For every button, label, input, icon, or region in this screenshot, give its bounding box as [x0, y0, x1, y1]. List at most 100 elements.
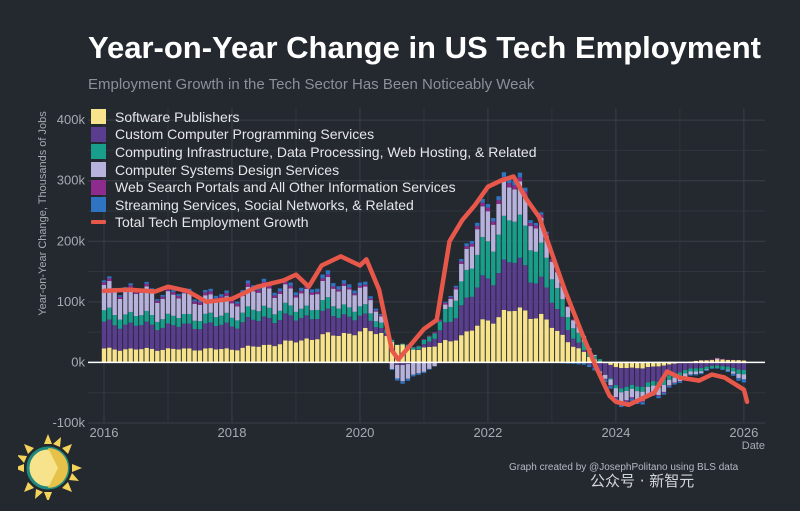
bar-4	[453, 287, 459, 290]
bar-3	[181, 293, 187, 315]
bar-0	[491, 323, 496, 363]
bar-4	[661, 391, 667, 393]
bar-0	[149, 348, 155, 363]
bar-0	[299, 340, 304, 363]
bar-1	[187, 323, 192, 349]
bar-3	[693, 371, 699, 375]
bar-3	[165, 291, 171, 314]
bar-1	[736, 362, 741, 370]
bar-0	[181, 348, 187, 363]
bar-3	[256, 292, 261, 312]
legend-swatch	[91, 197, 106, 213]
bar-1	[496, 273, 501, 318]
bar-3	[341, 285, 347, 305]
bar-5	[667, 385, 672, 388]
bar-0	[635, 362, 640, 369]
bar-2	[731, 367, 736, 372]
bar-0	[699, 360, 704, 363]
bar-1	[693, 362, 699, 369]
bar-5	[672, 383, 677, 385]
bar-0	[661, 362, 667, 366]
bar-4	[373, 310, 379, 312]
bar-0	[304, 338, 309, 363]
bar-4	[235, 303, 240, 307]
bar-5	[331, 283, 336, 287]
bar-4	[443, 302, 448, 305]
bar-0	[331, 335, 336, 363]
bar-3	[101, 284, 107, 311]
bar-4	[176, 295, 181, 299]
bar-5	[501, 172, 507, 177]
bar-5	[405, 378, 411, 381]
bar-0	[464, 331, 469, 363]
bar-2	[293, 311, 299, 321]
x-tick-label: 2024	[601, 425, 630, 440]
bar-5	[224, 290, 229, 294]
bar-5	[107, 276, 112, 279]
bar-0	[480, 319, 485, 363]
bar-1	[277, 320, 283, 345]
bar-0	[533, 318, 539, 363]
bar-4	[480, 202, 485, 207]
bar-5	[299, 287, 304, 291]
bar-2	[267, 307, 272, 318]
bar-3	[373, 311, 379, 322]
bar-0	[128, 348, 133, 363]
bar-1	[288, 315, 293, 341]
legend-label: Streaming Services, Social Networks, & R…	[115, 196, 414, 213]
bar-4	[421, 339, 427, 340]
bar-4	[475, 225, 480, 230]
bar-0	[245, 345, 251, 363]
bar-2	[128, 311, 133, 323]
bar-2	[368, 313, 373, 321]
bar-1	[720, 362, 725, 367]
bar-5	[661, 392, 667, 395]
bar-3	[229, 303, 235, 318]
bar-0	[539, 313, 544, 363]
bar-5	[171, 290, 176, 293]
bar-1	[379, 327, 384, 333]
bar-1	[443, 322, 448, 341]
bar-3	[336, 291, 341, 309]
bar-4	[107, 278, 112, 282]
bar-3	[240, 295, 245, 313]
bar-3	[683, 373, 688, 378]
bar-0	[171, 348, 176, 363]
bar-5	[587, 364, 592, 368]
bar-0	[469, 330, 475, 363]
bar-2	[581, 341, 587, 351]
bar-1	[715, 362, 720, 366]
legend-label: Custom Computer Programming Services	[115, 126, 375, 143]
bar-4	[624, 400, 629, 402]
bar-5	[245, 280, 251, 284]
bar-5	[176, 294, 181, 296]
bar-3	[736, 373, 741, 378]
bar-3	[272, 297, 277, 315]
bar-1	[224, 322, 229, 349]
bar-2	[629, 384, 635, 389]
bar-4	[155, 300, 160, 303]
bar-3	[245, 286, 251, 307]
bar-1	[117, 328, 123, 351]
bar-2	[208, 312, 213, 323]
bar-2	[240, 312, 245, 323]
bar-3	[277, 293, 283, 311]
bar-2	[432, 333, 437, 339]
bar-1	[208, 322, 213, 349]
bar-0	[741, 360, 747, 363]
bar-4	[427, 335, 432, 337]
bar-3	[352, 295, 357, 312]
bar-5	[197, 300, 203, 303]
bar-1	[144, 321, 149, 348]
bar-3	[357, 287, 363, 307]
bar-0	[528, 318, 533, 363]
bar-5	[336, 286, 341, 290]
bar-5	[128, 283, 133, 286]
bar-2	[219, 315, 224, 325]
bar-0	[373, 334, 379, 363]
bar-5	[261, 278, 267, 282]
bar-3	[651, 385, 656, 393]
bar-0	[453, 340, 459, 363]
bar-2	[203, 313, 208, 324]
bar-5	[453, 285, 459, 288]
